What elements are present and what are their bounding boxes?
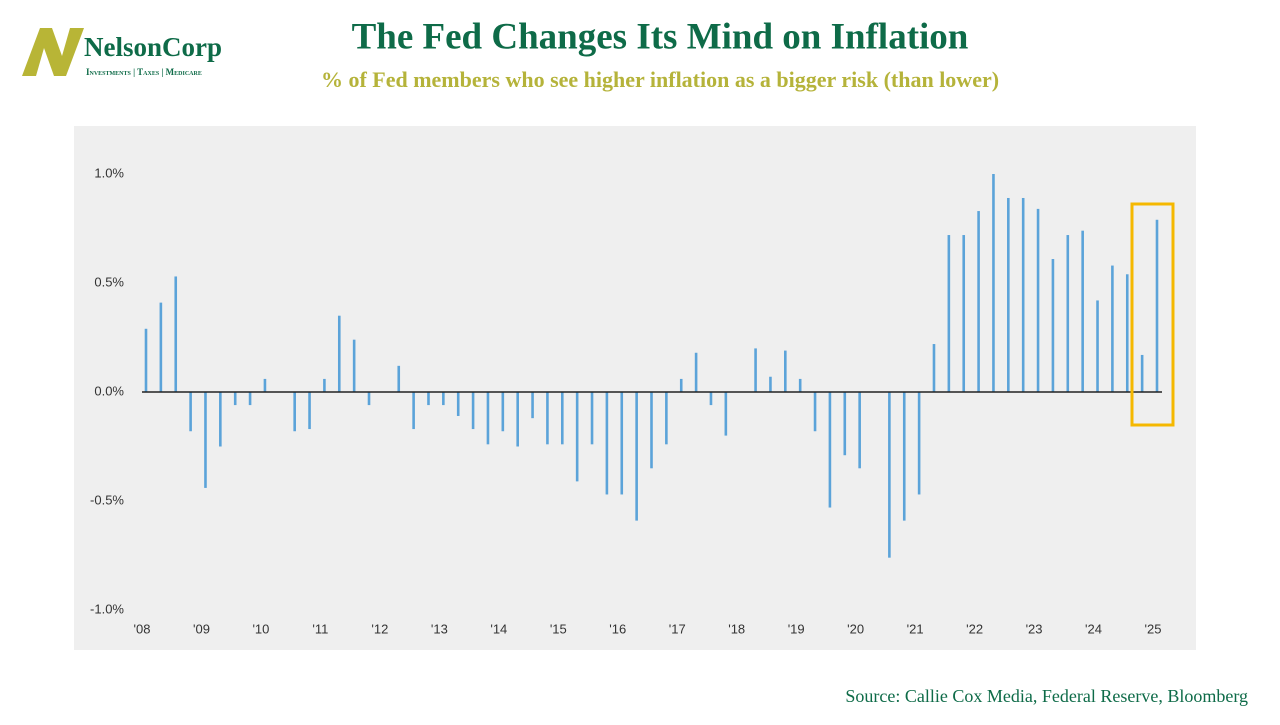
bar <box>724 392 728 436</box>
bar <box>947 235 951 392</box>
x-tick-label: '16 <box>609 621 626 636</box>
x-tick-label: '10 <box>252 621 269 636</box>
bar <box>1066 235 1070 392</box>
bar <box>843 392 847 456</box>
bar <box>769 376 772 392</box>
bar <box>635 392 638 521</box>
x-tick-label: '20 <box>847 621 864 636</box>
bar <box>962 235 966 392</box>
x-tick-label: '11 <box>312 621 328 636</box>
bar <box>1125 274 1129 392</box>
bar <box>248 392 252 406</box>
bar <box>858 392 861 469</box>
bar <box>189 392 192 432</box>
bar <box>486 392 490 445</box>
bar <box>798 378 802 392</box>
bar <box>665 392 668 445</box>
x-tick-label: '21 <box>907 621 924 636</box>
chart-subtitle: % of Fed members who see higher inflatio… <box>321 67 999 92</box>
y-tick-label: 0.5% <box>94 274 124 289</box>
bar <box>605 392 609 495</box>
x-tick-label: '13 <box>431 621 448 636</box>
bar <box>590 392 594 445</box>
source-note: Source: Callie Cox Media, Federal Reserv… <box>845 686 1248 706</box>
y-tick-label: 0.0% <box>94 383 124 398</box>
bar <box>367 392 371 406</box>
bar <box>828 392 832 508</box>
bar <box>917 392 921 495</box>
bar <box>516 392 519 447</box>
logo-tagline: Investments | Taxes | Medicare <box>86 67 202 77</box>
bar <box>308 392 311 430</box>
bar <box>174 276 178 392</box>
x-tick-label: '25 <box>1145 621 1162 636</box>
x-tick-label: '19 <box>788 621 805 636</box>
bar <box>932 344 936 392</box>
x-tick-label: '18 <box>728 621 745 636</box>
bar <box>560 392 564 445</box>
bar <box>1081 230 1084 392</box>
bar <box>531 392 534 419</box>
y-tick-label: -0.5% <box>90 492 124 507</box>
bar <box>442 392 445 406</box>
bar <box>679 378 683 392</box>
bar <box>992 174 995 392</box>
x-tick-label: '17 <box>669 621 686 636</box>
plot-background <box>74 126 1196 650</box>
bar <box>352 339 356 392</box>
bar <box>1140 354 1144 392</box>
bar <box>204 392 207 488</box>
chart-title: The Fed Changes Its Mind on Inflation <box>352 16 969 57</box>
bar <box>471 392 475 430</box>
bar <box>902 392 906 521</box>
bar <box>1096 300 1099 392</box>
bar <box>888 392 891 558</box>
x-tick-label: '08 <box>134 621 151 636</box>
bar <box>456 392 460 416</box>
bar <box>293 392 296 432</box>
bar <box>1021 197 1025 392</box>
bar <box>263 378 267 392</box>
bar <box>709 392 713 406</box>
highlight-box <box>1130 202 1175 427</box>
x-tick-label: '12 <box>371 621 388 636</box>
bar <box>813 392 817 432</box>
x-tick-label: '24 <box>1085 621 1102 636</box>
bar <box>694 352 698 392</box>
bar <box>620 392 624 495</box>
bar <box>427 392 430 406</box>
bar <box>1111 265 1114 392</box>
bar <box>1051 259 1055 392</box>
bar <box>784 350 787 392</box>
bar <box>337 315 341 392</box>
logo: NelsonCorp Investments | Taxes | Medicar… <box>22 28 222 77</box>
bar <box>754 348 757 392</box>
bar <box>1036 208 1040 392</box>
x-tick-label: '14 <box>490 621 507 636</box>
logo-name: NelsonCorp <box>84 32 222 62</box>
bar <box>323 378 326 392</box>
bar <box>397 365 401 392</box>
bar <box>1007 197 1010 392</box>
x-tick-label: '22 <box>966 621 983 636</box>
bar <box>546 392 549 445</box>
y-tick-label: -1.0% <box>90 601 124 616</box>
bar <box>159 302 163 392</box>
bar <box>219 392 222 447</box>
bar <box>501 392 505 432</box>
bar <box>144 328 148 392</box>
bar <box>977 211 980 392</box>
bar <box>575 392 579 482</box>
y-tick-label: 1.0% <box>94 165 124 180</box>
bar <box>650 392 653 469</box>
bar <box>233 392 237 406</box>
x-tick-label: '23 <box>1026 621 1043 636</box>
x-tick-label: '15 <box>550 621 567 636</box>
x-tick-label: '09 <box>193 621 210 636</box>
logo-mark <box>22 28 84 76</box>
bar <box>1155 219 1159 392</box>
bar <box>412 392 415 430</box>
